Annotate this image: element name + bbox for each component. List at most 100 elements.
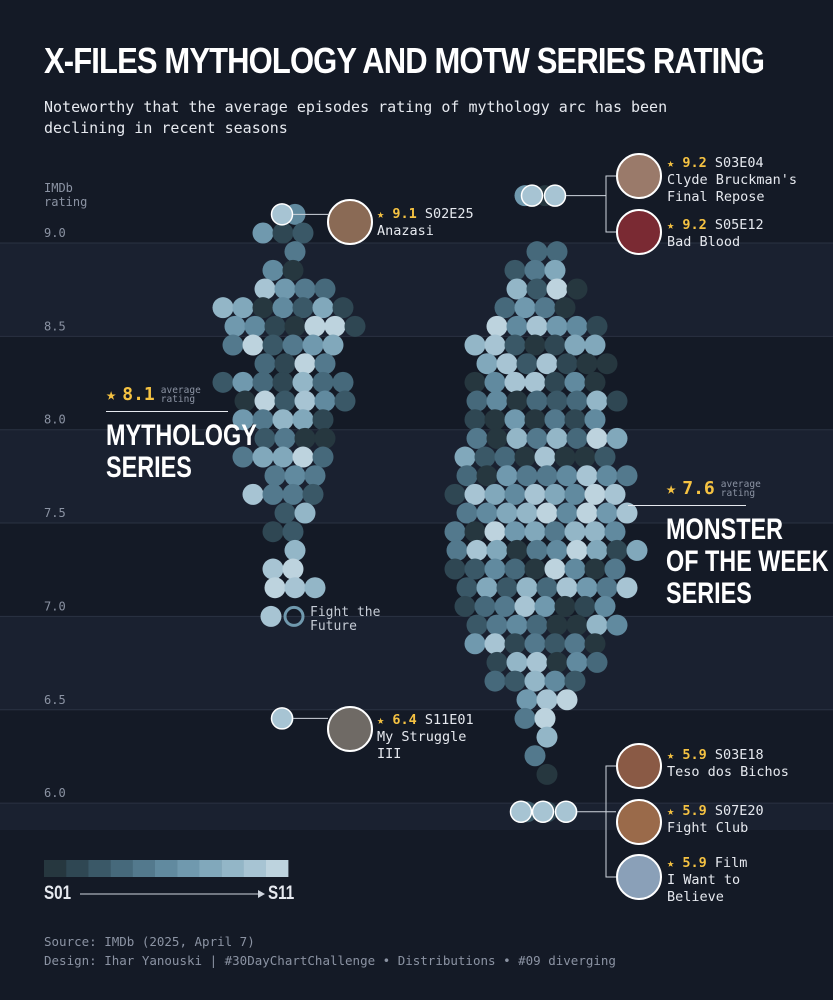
episode-dot: [566, 614, 588, 636]
episode-dot: [556, 689, 578, 711]
y-axis-label-line-2: rating: [44, 195, 88, 209]
legend-swatch: [266, 860, 289, 877]
episode-dot: [564, 409, 586, 431]
y-tick-label: 9.0: [44, 226, 66, 240]
motw-average: ★ 7.6 average rating: [666, 478, 833, 499]
chart-subtitle: Noteworthy that the average episodes rat…: [44, 97, 724, 139]
episode-dot: [272, 446, 294, 468]
episode-dot: [616, 502, 638, 524]
episode-dot: [546, 278, 568, 300]
subtitle-line-2: declining in recent seasons: [44, 119, 288, 137]
episode-dot: [314, 353, 336, 375]
annotation-connector: [605, 811, 616, 878]
episode-dot: [262, 521, 284, 543]
episode-dot: [494, 446, 516, 468]
legend-label-to: S11: [268, 883, 295, 904]
episode-dot: [464, 521, 486, 543]
episode-dot: [292, 371, 314, 393]
episode-dot: [584, 558, 606, 580]
annotation-title-line-1: I Want to: [667, 872, 741, 888]
episode-dot: [536, 465, 558, 487]
episode-dot: [252, 222, 274, 244]
episode-dot: [466, 614, 488, 636]
episode-dot: [282, 334, 304, 356]
episode-dot: [494, 595, 516, 617]
episode-thumbnail: [616, 153, 662, 199]
episode-dot: [536, 726, 558, 748]
episode-dot: [514, 446, 536, 468]
annotation-rating: 5.9: [682, 747, 707, 763]
episode-dot: [594, 595, 616, 617]
episode-dot: [524, 745, 546, 767]
episode-dot: [466, 427, 488, 449]
legend-swatch: [243, 860, 267, 877]
average-caption: average rating: [721, 479, 761, 498]
mythology-name-line-1: MYTHOLOGY: [106, 419, 257, 452]
episode-dot: [444, 558, 466, 580]
episode-dot: [272, 409, 294, 431]
episode-dot: [546, 241, 568, 263]
episode-dot: [504, 521, 526, 543]
annotation-rating: 6.4: [392, 712, 417, 728]
highlighted-episode-dot: [509, 800, 533, 824]
episode-dot: [496, 465, 518, 487]
annotation-title-line-1: My Struggle: [377, 729, 467, 745]
episode-dot: [544, 334, 566, 356]
episode-dot: [546, 539, 568, 561]
episode-dot: [294, 353, 316, 375]
episode-dot: [564, 334, 586, 356]
episode-dot: [274, 427, 296, 449]
highlighted-episode-dot: [543, 184, 567, 207]
episode-dot: [516, 465, 538, 487]
episode-dot: [456, 577, 478, 599]
episode-dot: [546, 315, 568, 337]
episode-dot: [264, 465, 286, 487]
episode-dot: [606, 390, 628, 412]
episode-dot: [234, 390, 256, 412]
episode-dot: [262, 259, 284, 281]
motw-name-line-3: SERIES: [666, 577, 752, 610]
star-icon: ★: [377, 713, 385, 727]
episode-dot: [544, 371, 566, 393]
episode-dot: [496, 577, 518, 599]
episode-dot: [514, 707, 536, 729]
episode-dot: [516, 502, 538, 524]
episode-dot: [506, 539, 528, 561]
episode-dot: [254, 427, 276, 449]
episode-dot: [564, 558, 586, 580]
star-icon: ★: [667, 856, 675, 870]
episode-dot: [486, 427, 508, 449]
motw-name-line-1: MONSTER: [666, 513, 783, 546]
annotation-anasazi: ★ 9.1 S02E25 Anazasi: [377, 206, 474, 240]
annotation-clyde-bruckman: ★ 9.2 S03E04 Clyde Bruckman's Final Repo…: [667, 155, 797, 206]
annotation-title: Fight Club: [667, 820, 749, 836]
episode-dot: [274, 390, 296, 412]
legend-swatch: [110, 860, 133, 877]
highlighted-episode-dot: [270, 203, 294, 226]
star-icon: ★: [667, 156, 675, 170]
episode-dot: [292, 297, 314, 319]
episode-dot: [596, 353, 618, 375]
episode-dot: [332, 297, 354, 319]
episode-dot: [454, 595, 476, 617]
legend-swatch: [155, 860, 178, 877]
episode-dot: [516, 689, 538, 711]
episode-dot: [484, 371, 506, 393]
annotation-title: Teso dos Bichos: [667, 764, 789, 780]
episode-dot: [576, 465, 598, 487]
episode-dot: [536, 577, 558, 599]
episode-dot: [284, 315, 306, 337]
episode-dot: [484, 670, 506, 692]
episode-dot: [586, 315, 608, 337]
annotation-episode: S03E04: [714, 155, 764, 171]
episode-dot: [484, 633, 506, 655]
episode-dot: [526, 651, 548, 673]
y-axis-label: IMDb rating: [44, 181, 87, 209]
episode-dot: [334, 390, 356, 412]
annotation-title-line-2: III: [377, 746, 402, 762]
legend-swatch: [199, 860, 222, 877]
legend-swatch: [44, 860, 67, 877]
episode-dot: [534, 297, 556, 319]
episode-dot: [312, 446, 334, 468]
